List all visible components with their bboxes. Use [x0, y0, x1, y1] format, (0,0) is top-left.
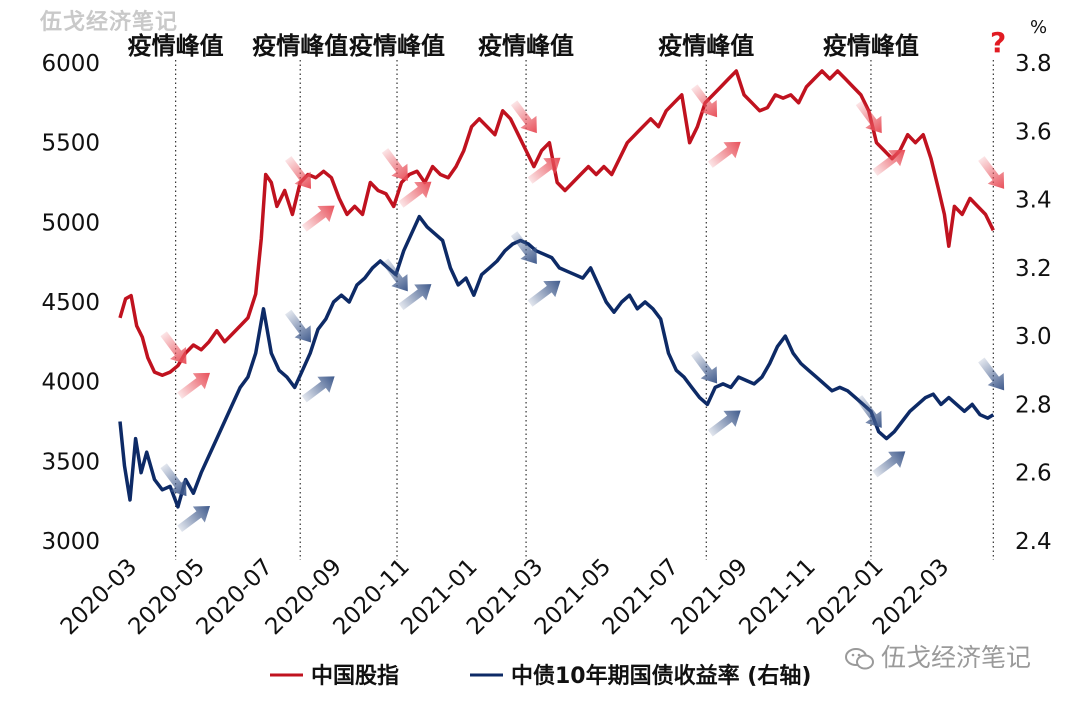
wechat-icon: [845, 647, 875, 671]
red-trend-arrow: [285, 156, 312, 189]
blue-trend-arrow: [381, 258, 408, 292]
red-trend-arrow: [177, 372, 211, 399]
watermark-text: 伍戈经济笔记: [881, 643, 1032, 672]
peak-label: 疫情峰值: [478, 32, 574, 60]
peak-label: 疫情峰值: [823, 32, 919, 60]
bond-yield-line: [118, 214, 995, 509]
red-trend-arrow: [707, 141, 741, 168]
blue-trend-arrow: [707, 410, 741, 437]
blue-trend-arrow: [398, 284, 432, 311]
blue-trend-arrow: [855, 395, 882, 428]
peak-lines: [175, 60, 994, 560]
left-axis-tick-label: 4000: [41, 370, 100, 396]
peak-label: 疫情峰值: [658, 32, 754, 60]
question-mark: ?: [990, 26, 1006, 59]
left-axis-tick-label: 6000: [41, 51, 100, 77]
right-axis-tick-label: 3.0: [1015, 324, 1052, 350]
legend-label-bond: 中债10年期国债收益率 (右轴): [511, 663, 811, 689]
right-axis-tick-label: 2.8: [1015, 392, 1052, 418]
peak-label: 疫情峰值: [128, 32, 224, 60]
left-axis-tick-label: 5000: [41, 210, 100, 236]
left-axis-tick-label: 3500: [41, 449, 100, 475]
blue-trend-arrow: [285, 309, 312, 343]
blue-trend-arrow: [978, 357, 1005, 391]
red-trend-arrow: [301, 205, 335, 232]
blue-trend-arrow: [872, 451, 906, 478]
blue-trend-arrow: [510, 231, 537, 265]
left-axis-tick-label: 4500: [41, 290, 100, 316]
left-axis-tick-label: 3000: [41, 529, 100, 555]
blue-trend-arrow: [301, 376, 335, 403]
peak-labels: 疫情峰值 疫情峰值 疫情峰值 疫情峰值 疫情峰值 疫情峰值: [128, 32, 919, 60]
right-axis-tick-label: 2.6: [1015, 461, 1052, 487]
right-axis-tick-label: 3.4: [1015, 188, 1052, 214]
right-axis-tick-label: 2.4: [1015, 529, 1052, 555]
stock-index-line: [118, 69, 995, 378]
watermark-bottom-right: 伍戈经济笔记: [845, 638, 1031, 674]
right-axis-tick-label: 3.8: [1015, 51, 1052, 77]
red-trend-arrow: [978, 156, 1005, 189]
red-trend-arrow: [855, 100, 882, 134]
blue-trend-arrow: [160, 463, 187, 497]
left-axis-tick-label: 5500: [41, 131, 100, 157]
right-axis-tick-label: 3.2: [1015, 256, 1052, 282]
legend: 中国股指 中债10年期国债收益率 (右轴): [270, 663, 811, 689]
red-trend-arrow: [398, 181, 432, 208]
blue-trend-arrow: [691, 350, 718, 384]
red-trend-arrow: [691, 84, 718, 118]
right-axis-tick-label: 3.6: [1015, 119, 1052, 145]
red-trend-arrow: [160, 331, 187, 365]
peak-label: 疫情峰值: [349, 32, 445, 60]
blue-trend-arrow: [177, 506, 211, 533]
series: [118, 69, 995, 509]
legend-label-stock: 中国股指: [311, 664, 399, 689]
red-trend-arrow: [510, 100, 537, 134]
right-axis-unit: %: [1030, 17, 1047, 38]
blue-trend-arrow: [527, 280, 561, 307]
red-trend-arrow: [381, 148, 408, 181]
red-trend-arrow: [872, 149, 906, 176]
peak-label: 疫情峰值: [252, 32, 348, 60]
trend-arrows: [160, 84, 1005, 533]
red-trend-arrow: [527, 157, 561, 184]
watermark-top: 伍戈经济笔记: [40, 10, 179, 35]
